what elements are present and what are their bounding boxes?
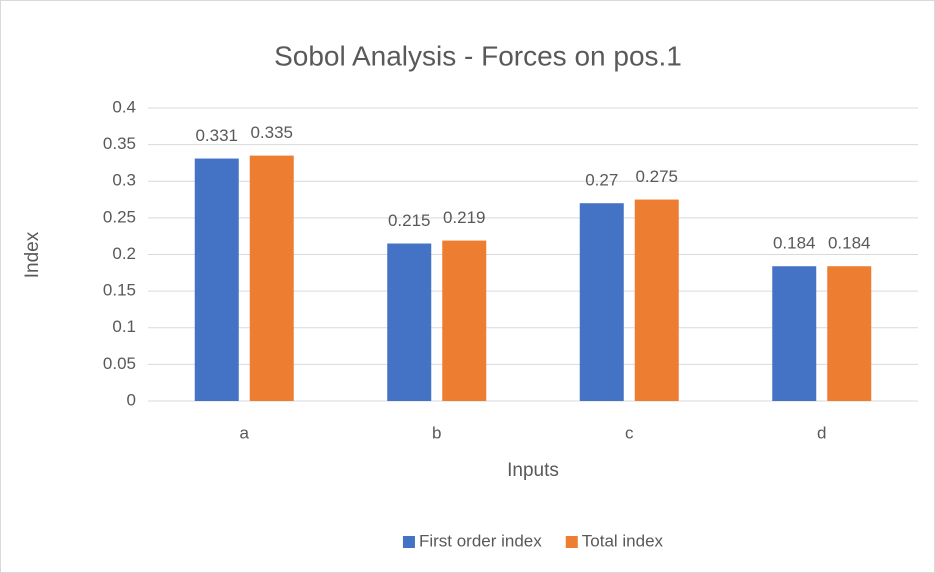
data-label: 0.219 [443, 208, 486, 227]
bar [827, 266, 872, 401]
bar [579, 203, 624, 401]
y-tick-label: 0.2 [112, 244, 136, 263]
x-tick-label: b [432, 423, 441, 442]
data-label: 0.335 [250, 123, 293, 142]
legend-label: First order index [419, 531, 542, 550]
x-tick-label: c [625, 423, 634, 442]
bar [772, 266, 817, 401]
data-label: 0.184 [773, 234, 816, 253]
x-tick-label: d [817, 423, 826, 442]
bar [249, 155, 294, 401]
chart-title: Sobol Analysis - Forces on pos.1 [274, 40, 682, 71]
data-label: 0.275 [635, 167, 678, 186]
legend-swatch [565, 536, 578, 548]
x-axis-label: Inputs [507, 460, 559, 481]
data-label: 0.27 [585, 171, 618, 190]
bar [442, 240, 487, 401]
bar [194, 158, 239, 401]
y-axis-label: Index [22, 231, 43, 278]
data-label: 0.184 [828, 234, 871, 253]
x-tick-label: a [240, 423, 250, 442]
y-tick-label: 0.15 [103, 281, 136, 300]
bar [387, 243, 432, 401]
y-tick-label: 0.25 [103, 207, 136, 226]
legend-label: Total index [582, 531, 664, 550]
bar [634, 199, 679, 401]
legend-swatch [402, 536, 415, 548]
y-tick-label: 0.1 [112, 317, 136, 336]
data-label: 0.215 [388, 211, 431, 230]
data-label: 0.331 [195, 126, 238, 145]
y-tick-label: 0 [127, 390, 136, 409]
y-tick-label: 0.05 [103, 354, 136, 373]
y-tick-label: 0.4 [112, 97, 136, 116]
y-tick-label: 0.35 [103, 134, 136, 153]
y-tick-label: 0.3 [112, 171, 136, 190]
